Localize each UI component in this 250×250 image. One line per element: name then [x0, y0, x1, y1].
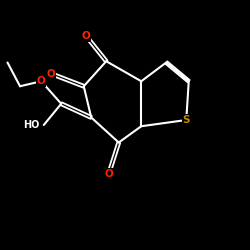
- Text: HO: HO: [24, 120, 40, 130]
- Text: O: O: [37, 76, 46, 86]
- Text: O: O: [82, 31, 90, 41]
- Text: O: O: [104, 169, 113, 179]
- Text: O: O: [47, 69, 56, 79]
- Text: S: S: [182, 115, 190, 125]
